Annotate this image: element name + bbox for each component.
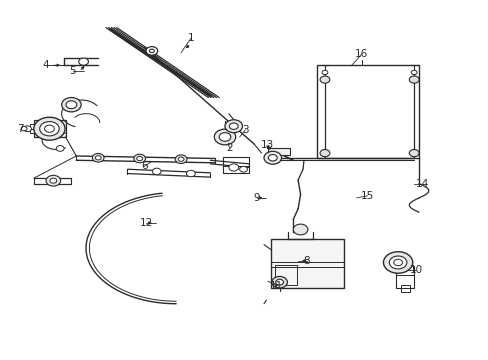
Circle shape [219, 133, 230, 141]
Circle shape [137, 156, 142, 161]
Circle shape [410, 70, 416, 75]
Circle shape [61, 98, 81, 112]
Circle shape [23, 126, 31, 132]
Text: 9: 9 [253, 193, 260, 203]
Circle shape [239, 166, 247, 172]
Circle shape [383, 252, 412, 273]
Circle shape [264, 151, 281, 164]
Circle shape [388, 256, 406, 269]
Bar [316, 65, 418, 158]
Circle shape [44, 125, 54, 132]
Text: 10: 10 [409, 265, 422, 275]
Bar [222, 157, 249, 173]
Circle shape [229, 123, 238, 130]
Bar [395, 266, 413, 288]
Text: 13: 13 [261, 140, 274, 150]
Circle shape [134, 154, 145, 163]
Text: 16: 16 [354, 49, 367, 59]
Text: 4: 4 [42, 60, 49, 70]
Circle shape [293, 224, 307, 235]
Text: 1: 1 [187, 33, 194, 43]
Circle shape [178, 157, 183, 161]
Text: 14: 14 [415, 179, 428, 189]
Circle shape [79, 58, 88, 65]
Circle shape [149, 49, 154, 53]
Bar [271, 239, 344, 288]
Circle shape [92, 153, 104, 162]
Circle shape [146, 46, 158, 55]
Text: 7: 7 [17, 124, 23, 134]
Circle shape [271, 276, 287, 288]
Text: 15: 15 [360, 191, 373, 201]
Circle shape [393, 259, 402, 266]
Text: 3: 3 [242, 125, 248, 135]
Circle shape [95, 156, 101, 160]
Circle shape [56, 145, 64, 151]
Circle shape [40, 122, 59, 136]
Circle shape [275, 279, 283, 285]
Text: 6: 6 [141, 161, 147, 171]
Circle shape [46, 175, 61, 186]
Circle shape [320, 149, 329, 157]
Circle shape [186, 170, 195, 177]
Circle shape [322, 70, 327, 75]
Circle shape [224, 120, 242, 133]
Bar [34, 121, 65, 137]
Text: 12: 12 [139, 218, 152, 228]
Bar [274, 265, 296, 285]
Circle shape [408, 76, 418, 83]
Text: 8: 8 [303, 256, 309, 266]
Circle shape [408, 149, 418, 157]
Circle shape [21, 127, 27, 131]
Text: 2: 2 [226, 143, 233, 153]
Circle shape [50, 178, 57, 183]
Text: 5: 5 [69, 66, 76, 76]
Bar [400, 285, 409, 292]
Circle shape [34, 117, 65, 140]
Bar [30, 125, 37, 134]
Circle shape [320, 76, 329, 83]
Bar [267, 148, 289, 155]
Circle shape [268, 154, 277, 161]
Circle shape [66, 101, 77, 109]
Circle shape [152, 168, 161, 175]
Circle shape [214, 129, 235, 145]
Text: 11: 11 [269, 281, 282, 291]
Circle shape [175, 155, 186, 163]
Circle shape [228, 164, 238, 171]
